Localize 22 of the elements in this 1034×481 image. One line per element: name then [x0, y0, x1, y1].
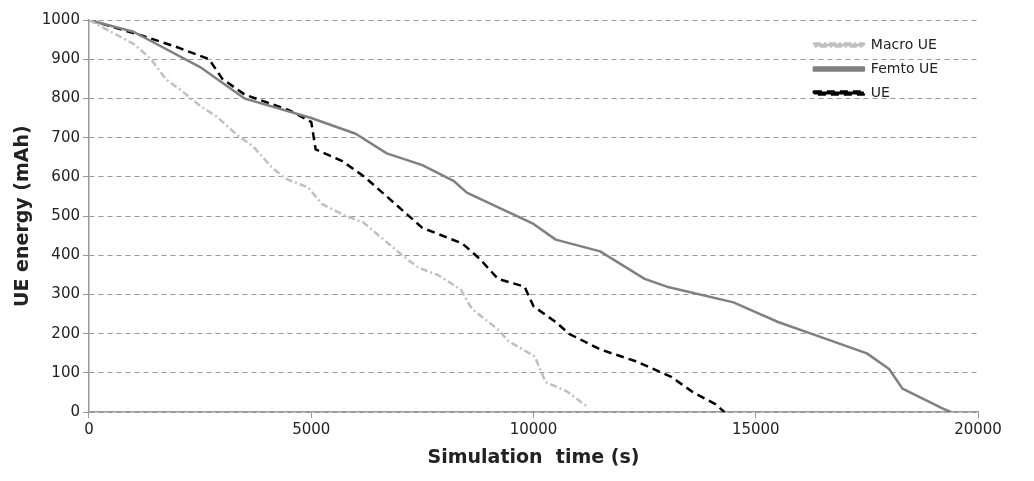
line-series [88, 20, 589, 408]
x-tick-label: 20000 [954, 420, 1002, 439]
y-tick-label: 300 [51, 284, 80, 303]
y-tick-label: 100 [51, 362, 80, 381]
x-axis-title: Simulation time (s) [427, 444, 640, 467]
x-tick-label: 15000 [731, 420, 780, 439]
y-tick-label: 600 [51, 166, 80, 185]
y-tick-label: 200 [51, 323, 80, 342]
x-tick-label: 0 [84, 420, 94, 439]
legend-label: Macro UE [870, 35, 937, 52]
y-tick-label: 900 [51, 49, 80, 68]
y-tick-label: 0 [70, 402, 80, 421]
y-tick-label: 400 [51, 245, 80, 264]
x-tick-label: 10000 [509, 420, 558, 439]
y-tick-label: 500 [51, 205, 80, 224]
x-tick-label: 5000 [292, 420, 331, 439]
y-tick-label: 700 [51, 127, 80, 146]
legend-label: Femto UE [870, 59, 938, 76]
legend-label: UE [870, 83, 890, 100]
y-tick-label: 1000 [41, 9, 80, 28]
y-tick-label: 800 [51, 88, 80, 107]
y-axis-title: UE energy (mAh) [10, 125, 33, 307]
